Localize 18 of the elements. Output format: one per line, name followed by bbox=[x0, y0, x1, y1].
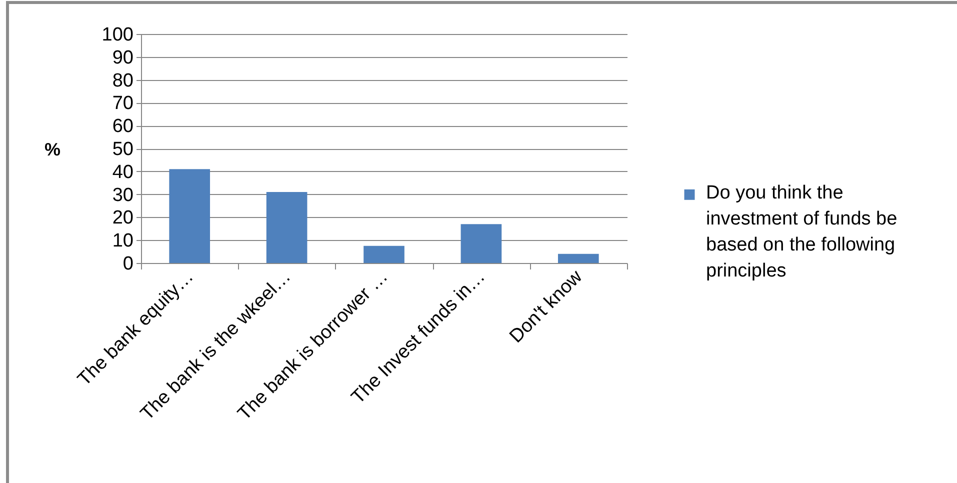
y-tick-label: 50 bbox=[112, 139, 134, 160]
bar bbox=[460, 224, 502, 263]
bar bbox=[558, 254, 599, 263]
y-tick-label: 90 bbox=[112, 47, 134, 68]
y-tick-label: 80 bbox=[112, 70, 134, 92]
y-tick-label: 0 bbox=[122, 254, 134, 274]
y-tick-label: 30 bbox=[112, 184, 134, 206]
y-tick-label: 40 bbox=[112, 162, 134, 183]
y-tick-label: 10 bbox=[112, 230, 134, 252]
y-tick-label: 20 bbox=[112, 208, 134, 229]
y-tick-label: 100 bbox=[102, 24, 134, 46]
y-tick-label: 70 bbox=[112, 93, 134, 114]
y-tick-label: 60 bbox=[112, 116, 134, 138]
bar bbox=[364, 246, 404, 263]
y-axis-title: % bbox=[44, 140, 61, 160]
legend-label: Do you think the investment of funds be based on the following principles bbox=[706, 182, 898, 282]
bar bbox=[266, 192, 308, 263]
bar bbox=[169, 169, 210, 263]
